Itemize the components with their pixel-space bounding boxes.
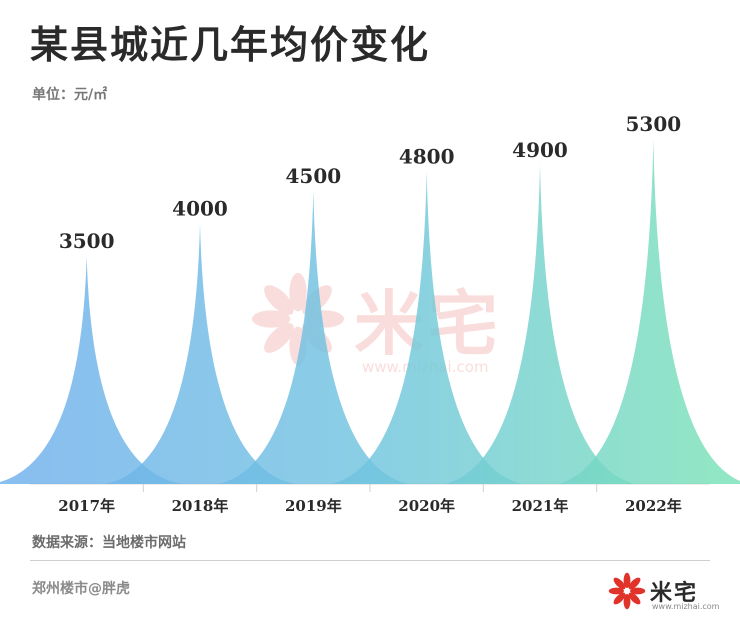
x-tick-label: 2021年 <box>512 497 569 515</box>
value-label: 3500 <box>59 229 115 253</box>
unit-label: 单位：元/㎡ <box>32 87 108 103</box>
value-labels: 3500 4000 4500 4800 4900 5300 <box>59 112 681 253</box>
x-tick-label: 2020年 <box>398 497 455 515</box>
data-source: 数据来源：当地楼市网站 <box>32 535 186 551</box>
value-label: 4900 <box>512 138 568 162</box>
x-tick-label: 2022年 <box>625 497 682 515</box>
spike-2022年 <box>557 139 740 484</box>
footer-divider <box>30 560 710 561</box>
x-tick-label: 2017年 <box>58 497 115 515</box>
x-tick-marks <box>142 484 598 492</box>
spike-series <box>0 139 740 485</box>
spike-2017年 <box>0 256 183 484</box>
spike-2018年 <box>104 223 296 485</box>
chart-title: 某县城近几年均价变化 <box>30 23 431 67</box>
value-label: 5300 <box>625 112 681 136</box>
spike-2021年 <box>444 165 636 484</box>
x-tick-label: 2019年 <box>285 497 342 515</box>
x-tick-label: 2018年 <box>172 497 229 515</box>
logo-flower-icon <box>608 572 646 610</box>
spike-2020年 <box>330 171 523 484</box>
value-label: 4500 <box>285 164 341 188</box>
category-labels: 2017年 2018年 2019年 2020年 2021年 2022年 <box>58 497 681 515</box>
logo-brand: 米宅 <box>650 581 699 606</box>
value-label: 4000 <box>172 197 228 221</box>
logo-url: www.mizhai.com <box>652 602 720 611</box>
value-label: 4800 <box>399 145 455 169</box>
brand-logo: 米宅 www.mizhai.com <box>608 572 719 611</box>
author-credit: 郑州楼市@胖虎 <box>32 581 130 597</box>
spike-2019年 <box>217 191 410 484</box>
